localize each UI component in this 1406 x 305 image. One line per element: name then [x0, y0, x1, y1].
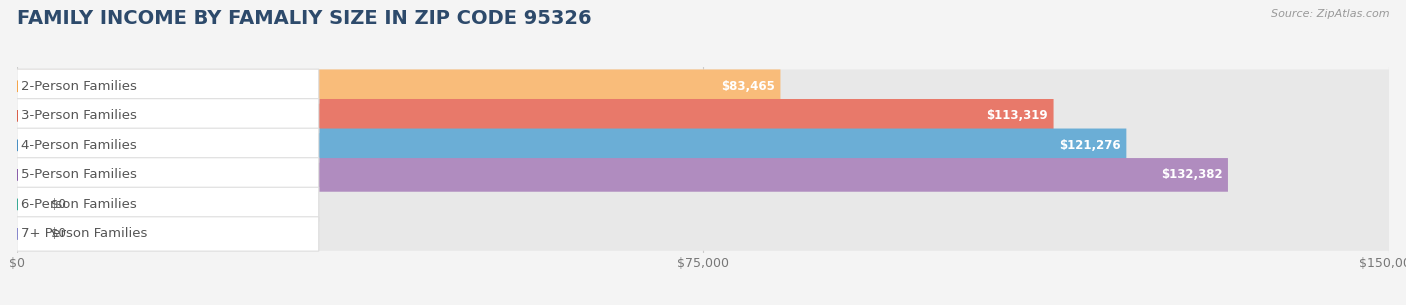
FancyBboxPatch shape	[17, 128, 319, 163]
FancyBboxPatch shape	[17, 158, 1227, 192]
FancyBboxPatch shape	[17, 99, 319, 133]
FancyBboxPatch shape	[17, 128, 1126, 162]
Text: FAMILY INCOME BY FAMALIY SIZE IN ZIP CODE 95326: FAMILY INCOME BY FAMALIY SIZE IN ZIP COD…	[17, 9, 592, 28]
FancyBboxPatch shape	[17, 188, 46, 221]
Text: $132,382: $132,382	[1161, 168, 1222, 181]
FancyBboxPatch shape	[17, 158, 319, 192]
Text: 5-Person Families: 5-Person Families	[21, 168, 136, 181]
Text: $113,319: $113,319	[987, 109, 1047, 122]
FancyBboxPatch shape	[17, 187, 319, 222]
FancyBboxPatch shape	[17, 217, 46, 251]
FancyBboxPatch shape	[17, 70, 1389, 103]
Text: 6-Person Families: 6-Person Families	[21, 198, 136, 211]
FancyBboxPatch shape	[17, 99, 1053, 133]
Text: 7+ Person Families: 7+ Person Families	[21, 228, 148, 240]
Text: 3-Person Families: 3-Person Families	[21, 109, 136, 122]
FancyBboxPatch shape	[17, 128, 1389, 162]
FancyBboxPatch shape	[17, 69, 319, 103]
Text: $0: $0	[51, 228, 66, 240]
FancyBboxPatch shape	[17, 217, 319, 251]
Text: $0: $0	[51, 198, 66, 211]
Text: 2-Person Families: 2-Person Families	[21, 80, 136, 93]
Text: 4-Person Families: 4-Person Families	[21, 139, 136, 152]
Text: $83,465: $83,465	[721, 80, 775, 93]
Text: Source: ZipAtlas.com: Source: ZipAtlas.com	[1271, 9, 1389, 19]
FancyBboxPatch shape	[17, 70, 780, 103]
FancyBboxPatch shape	[17, 188, 1389, 221]
Text: $121,276: $121,276	[1059, 139, 1121, 152]
FancyBboxPatch shape	[17, 217, 1389, 251]
FancyBboxPatch shape	[17, 99, 1389, 133]
FancyBboxPatch shape	[17, 158, 1389, 192]
